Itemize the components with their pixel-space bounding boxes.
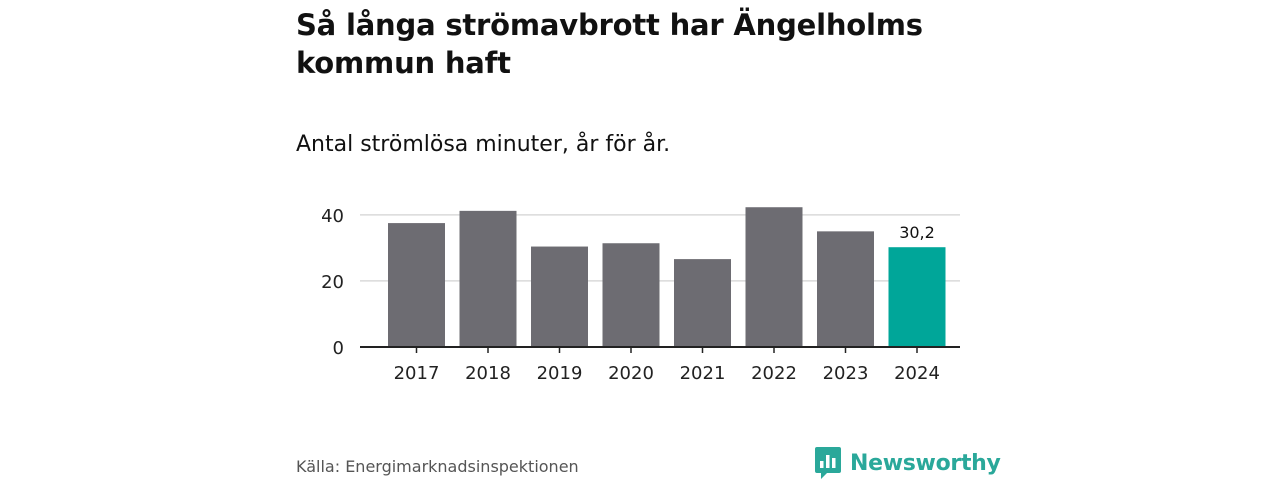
axes [360,346,960,353]
bar-2017[interactable] [388,223,445,347]
y-tick-label: 0 [333,338,344,359]
x-tick-label: 2019 [537,363,583,384]
x-tick-label: 2024 [894,363,940,384]
source-note: Källa: Energimarknadsinspektionen [296,457,579,476]
bar-chart-icon [815,447,841,479]
bar-2021[interactable] [674,259,731,347]
bar-2024[interactable] [888,247,946,347]
y-tick-label: 20 [321,272,344,293]
bar-2022[interactable] [745,207,803,347]
y-tick-label: 40 [321,206,344,227]
x-tick-label: 2022 [751,363,797,384]
bar-2023[interactable] [817,231,874,347]
chart-subtitle: Antal strömlösa minuter, år för år. [296,132,671,157]
x-tick-label: 2020 [608,363,654,384]
bars [388,207,946,347]
labels: 0 20 40 2017 2018 2019 2020 2021 2022 2023 2024 30,… [321,206,940,384]
x-tick-label: 2017 [394,363,440,384]
bar-2018[interactable] [459,210,517,347]
data-label: 30,2 [899,223,935,242]
chart-title: Så långa strömavbrott har Ängelholms kom… [296,8,923,80]
bar-2019[interactable] [531,246,588,347]
newsworthy-logo[interactable]: Newsworthy [814,446,1001,480]
brand-name: Newsworthy [850,450,1001,476]
x-tick-label: 2023 [823,363,869,384]
x-tick-label: 2018 [465,363,511,384]
bar-2020[interactable] [602,243,660,347]
x-tick-label: 2021 [680,363,726,384]
